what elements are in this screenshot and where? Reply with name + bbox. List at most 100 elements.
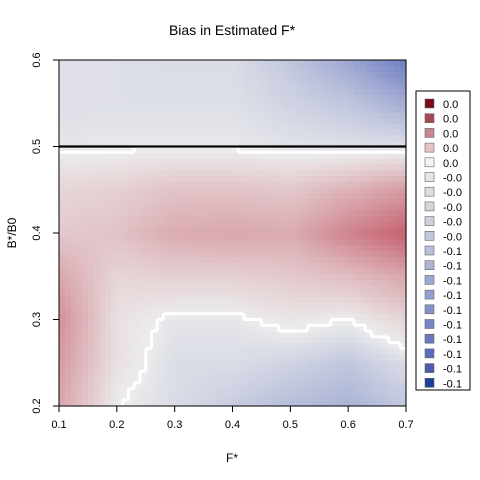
heatmap-cell bbox=[128, 290, 135, 298]
heatmap-cell bbox=[163, 77, 170, 84]
heatmap-cell bbox=[278, 313, 286, 321]
heatmap-cell bbox=[220, 261, 228, 269]
heatmap-cell bbox=[105, 175, 112, 182]
heatmap-cell bbox=[336, 146, 343, 153]
heatmap-cell bbox=[111, 284, 118, 292]
heatmap-cell bbox=[325, 279, 332, 286]
heatmap-cell bbox=[377, 60, 384, 67]
heatmap-cell bbox=[359, 94, 367, 101]
heatmap-cell bbox=[180, 106, 187, 113]
heatmap-cell bbox=[290, 256, 297, 263]
heatmap-cell bbox=[99, 192, 106, 199]
heatmap-cell bbox=[215, 336, 222, 344]
heatmap-cell bbox=[249, 158, 257, 165]
heatmap-cell bbox=[336, 198, 343, 205]
heatmap-cell bbox=[232, 394, 239, 401]
heatmap-cell bbox=[226, 117, 234, 125]
heatmap-cell bbox=[76, 290, 83, 298]
heatmap-cell bbox=[111, 319, 118, 326]
heatmap-cell bbox=[139, 83, 147, 90]
heatmap-cell bbox=[139, 169, 147, 176]
heatmap-cell bbox=[348, 77, 355, 84]
heatmap-cell bbox=[255, 100, 263, 107]
heatmap-cell bbox=[226, 77, 234, 84]
heatmap-cell bbox=[145, 129, 153, 136]
heatmap-cell bbox=[220, 88, 228, 96]
heatmap-cell bbox=[400, 111, 407, 119]
heatmap-cell bbox=[388, 394, 396, 401]
heatmap-cell bbox=[139, 233, 147, 240]
heatmap-cell bbox=[111, 88, 118, 96]
heatmap-cell bbox=[365, 279, 372, 286]
heatmap-cell bbox=[174, 256, 182, 263]
heatmap-cell bbox=[157, 302, 164, 309]
heatmap-cell bbox=[122, 325, 129, 332]
heatmap-cell bbox=[226, 140, 234, 148]
heatmap-cell bbox=[76, 123, 83, 130]
heatmap-cell bbox=[319, 111, 326, 119]
heatmap-cell bbox=[64, 181, 72, 188]
heatmap-cell bbox=[157, 134, 164, 142]
heatmap-cell bbox=[209, 83, 216, 90]
heatmap-cell bbox=[313, 244, 320, 251]
heatmap-cell bbox=[359, 336, 367, 344]
heatmap-cell bbox=[151, 319, 158, 326]
heatmap-cell bbox=[70, 88, 77, 96]
heatmap-cell bbox=[70, 158, 77, 165]
heatmap-cell bbox=[82, 134, 89, 142]
heatmap-cell bbox=[278, 77, 286, 84]
heatmap-cell bbox=[76, 65, 83, 73]
heatmap-cell bbox=[284, 250, 291, 257]
heatmap-cell bbox=[394, 267, 401, 274]
heatmap-cell bbox=[145, 290, 153, 298]
heatmap-cell bbox=[301, 296, 309, 303]
heatmap-cell bbox=[76, 181, 83, 188]
heatmap-cell bbox=[394, 94, 401, 101]
heatmap-cell bbox=[353, 296, 361, 303]
heatmap-cell bbox=[151, 204, 158, 211]
heatmap-cell bbox=[267, 186, 274, 194]
heatmap-cell bbox=[122, 261, 129, 269]
heatmap-cell bbox=[278, 163, 286, 171]
heatmap-cell bbox=[64, 186, 72, 194]
heatmap-cell bbox=[371, 279, 378, 286]
heatmap-cell bbox=[272, 158, 280, 165]
heatmap-cell bbox=[168, 371, 176, 378]
heatmap-cell bbox=[325, 336, 332, 344]
heatmap-cell bbox=[87, 336, 95, 344]
heatmap-cell bbox=[382, 348, 390, 355]
heatmap-cell bbox=[342, 394, 349, 401]
heatmap-cell bbox=[87, 192, 95, 199]
heatmap-cell bbox=[371, 134, 378, 142]
heatmap-cell bbox=[122, 209, 129, 217]
heatmap-cell bbox=[122, 267, 129, 274]
heatmap-cell bbox=[267, 394, 274, 401]
heatmap-cell bbox=[128, 129, 135, 136]
heatmap-cell bbox=[313, 169, 320, 176]
heatmap-cell bbox=[377, 388, 384, 396]
heatmap-cell bbox=[209, 198, 216, 205]
heatmap-cell bbox=[151, 382, 158, 390]
heatmap-cell bbox=[359, 250, 367, 257]
heatmap-cell bbox=[249, 209, 257, 217]
heatmap-cell bbox=[290, 348, 297, 355]
heatmap-cell bbox=[296, 342, 303, 349]
heatmap-cell bbox=[371, 198, 378, 205]
heatmap-cell bbox=[82, 238, 89, 246]
heatmap-cell bbox=[400, 307, 407, 315]
heatmap-cell bbox=[186, 261, 193, 269]
heatmap-cell bbox=[163, 273, 170, 280]
heatmap-cell bbox=[168, 100, 176, 107]
heatmap-cell bbox=[319, 342, 326, 349]
heatmap-cell bbox=[267, 71, 274, 78]
heatmap-cell bbox=[186, 382, 193, 390]
heatmap-cell bbox=[359, 209, 367, 217]
heatmap-cell bbox=[203, 250, 210, 257]
heatmap-cell bbox=[139, 77, 147, 84]
heatmap-cell bbox=[261, 290, 268, 298]
heatmap-cell bbox=[151, 307, 158, 315]
heatmap-cell bbox=[255, 359, 263, 367]
heatmap-cell bbox=[238, 331, 245, 338]
heatmap-cell bbox=[365, 163, 372, 171]
heatmap-cell bbox=[145, 273, 153, 280]
